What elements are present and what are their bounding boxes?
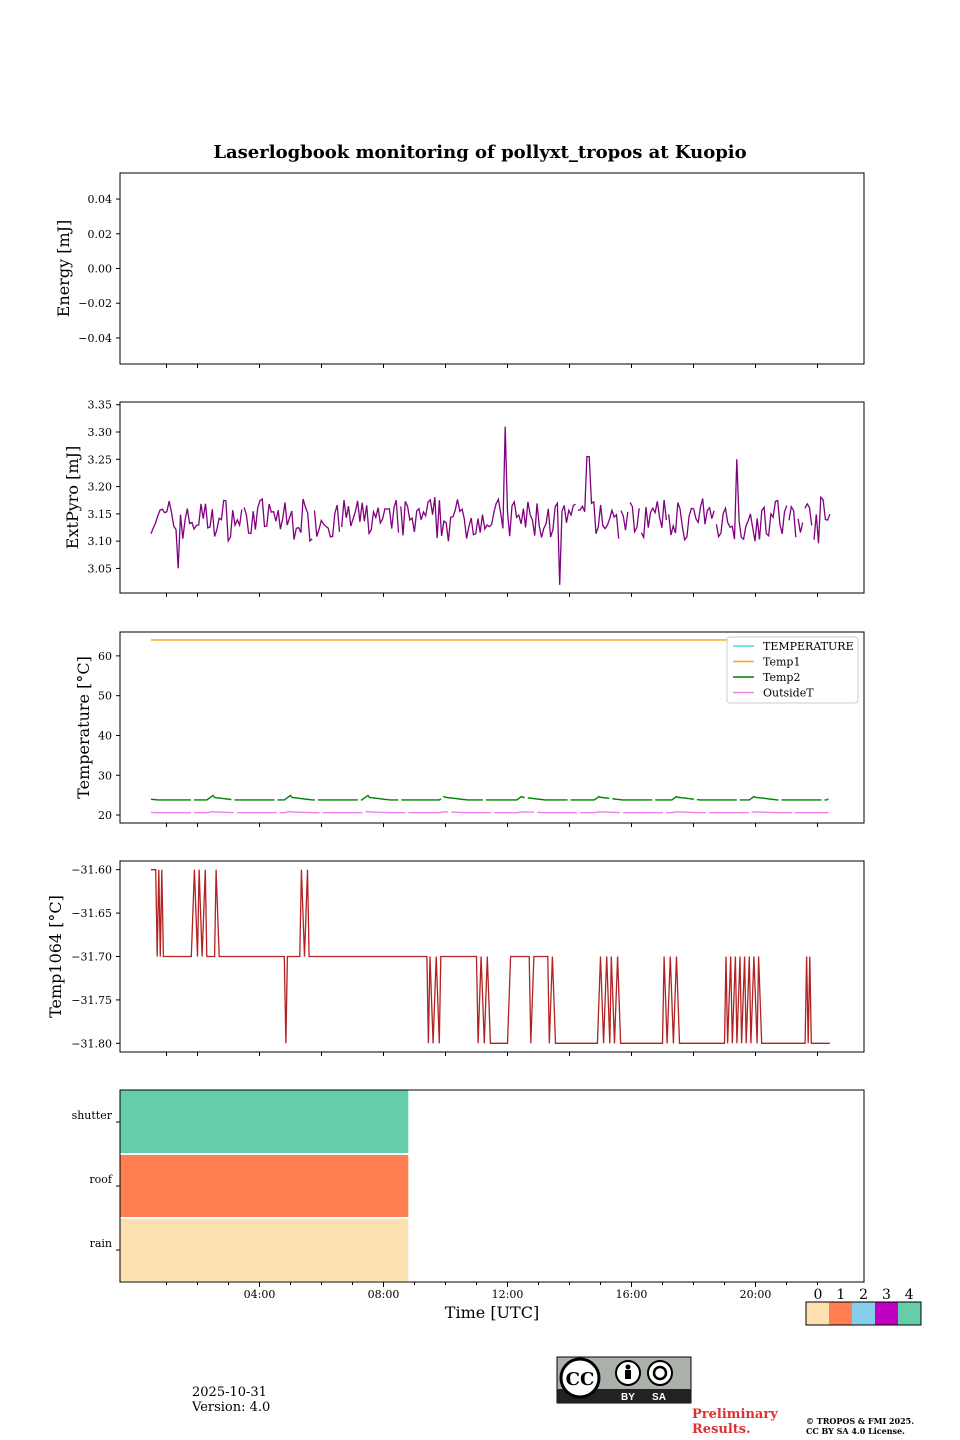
colorbar-cell (806, 1302, 829, 1325)
cc-sa-label: SA (652, 1392, 666, 1403)
x-tick-label: 12:00 (492, 1288, 524, 1301)
y-tick-label: 30 (98, 769, 112, 782)
panel-frame-overlay (119, 1089, 865, 1283)
x-tick-label: 16:00 (616, 1288, 648, 1301)
panel-frame (119, 172, 865, 365)
colorbar-cell (852, 1302, 875, 1325)
copyright-line-1: © TROPOS & FMI 2025. (806, 1416, 914, 1426)
y-tick-label: 20 (98, 809, 112, 822)
legend-entry: Temp1 (763, 656, 800, 669)
y-tick-label: 60 (98, 650, 112, 663)
series-line-temp1064 (151, 869, 830, 1044)
y-axis-label: Temperature [°C] (74, 656, 93, 799)
panel-extpyro: 3.35 3.30 3.25 3.20 3.15 3.10 3.05 ExtPyro [mJ] (63, 399, 865, 597)
footer-date: 2025-10-31 (192, 1385, 267, 1400)
series-line-outsidet (150, 810, 829, 814)
colorbar-cell (875, 1302, 898, 1325)
panel-temp1064: −31.60 −31.65 −31.70 −31.75 −31.80 Temp1064 [… (46, 860, 865, 1056)
copyright-line-2: CC BY SA 4.0 License. (806, 1426, 905, 1436)
legend-box (726, 636, 859, 704)
x-tick-label: 20:00 (740, 1288, 772, 1301)
y-tick-label: 3.05 (88, 562, 113, 575)
y-tick-label: −31.65 (71, 907, 112, 920)
legend-entry: Temp2 (763, 671, 800, 684)
chart-title: Laserlogbook monitoring of pollyxt_tropo… (213, 142, 746, 163)
y-tick-label: −31.75 (71, 994, 112, 1007)
legend: TEMPERATURE Temp1 Temp2 OutsideT (726, 636, 859, 704)
colorbar-tick-label: 0 (814, 1287, 823, 1303)
y-tick-label: 3.30 (88, 426, 113, 439)
y-tick-label: 50 (98, 690, 112, 703)
panel-temperature: 60 50 40 30 20 Temperature [°C] TEMPERATURE Tem… (74, 631, 865, 827)
status-cell-roof (120, 1155, 409, 1217)
legend-entry: OutsideT (763, 687, 814, 700)
sa-icon (647, 1360, 673, 1386)
y-tick-label: 0.02 (88, 228, 113, 241)
colorbar-cell (898, 1302, 921, 1325)
panel-status: 04:00 08:00 12:00 16:00 20:00 rain roof shutter (72, 1089, 865, 1301)
x-axis-label: Time [UTC] (445, 1303, 539, 1322)
y-tick-label: 3.25 (88, 453, 113, 466)
x-tick-label: 08:00 (368, 1288, 400, 1301)
y-tick-label: 40 (98, 729, 112, 742)
status-cell-shutter (120, 1090, 409, 1153)
y-axis-label: Energy [mJ] (54, 220, 73, 318)
cc-icon (559, 1357, 601, 1399)
prelim-line-2: Results. (692, 1422, 751, 1437)
cc-license-badge: CC BY SA (556, 1356, 692, 1404)
series-line-temp2 (150, 794, 829, 801)
cc-by-label: BY (621, 1392, 635, 1403)
colorbar-tick-label: 2 (859, 1287, 868, 1303)
status-cell-rain (120, 1219, 409, 1281)
colorbar-tick-label: 3 (882, 1287, 891, 1303)
y-tick-label: 0.04 (88, 193, 113, 206)
y-tick-label: 3.35 (88, 399, 113, 412)
y-tick-label: 0.00 (88, 263, 113, 276)
y-axis-label: ExtPyro [mJ] (63, 446, 82, 549)
panel-frame (119, 631, 865, 824)
status-row-label: roof (89, 1173, 113, 1186)
panel-energy: 0.04 0.02 0.00 −0.02 −0.04 Energy [mJ] (54, 172, 865, 368)
footer-version: Version: 4.0 (191, 1400, 270, 1415)
status-row-label: shutter (72, 1109, 113, 1122)
y-tick-label: −31.70 (71, 951, 112, 964)
y-tick-label: −31.80 (71, 1037, 112, 1050)
colorbar-cell (829, 1302, 852, 1325)
y-tick-label: −31.60 (71, 864, 112, 877)
legend-entry: TEMPERATURE (763, 640, 854, 653)
y-tick-label: 3.15 (88, 508, 113, 521)
cc-badge-label: CC (566, 1369, 595, 1390)
colorbar-tick-label: 1 (836, 1287, 845, 1303)
y-axis-label: Temp1064 [°C] (46, 895, 65, 1018)
prelim-line-1: Preliminary (692, 1407, 778, 1422)
panel-frame (119, 401, 865, 594)
status-row-label: rain (90, 1237, 112, 1250)
y-tick-label: 3.20 (88, 481, 113, 494)
y-tick-label: 3.10 (88, 535, 113, 548)
series-line-extpyro (150, 426, 831, 585)
colorbar-tick-label: 4 (905, 1287, 914, 1303)
y-tick-label: −0.04 (78, 332, 112, 345)
colorbar-frame (805, 1301, 922, 1326)
y-tick-label: −0.02 (78, 297, 112, 310)
x-tick-label: 04:00 (244, 1288, 276, 1301)
